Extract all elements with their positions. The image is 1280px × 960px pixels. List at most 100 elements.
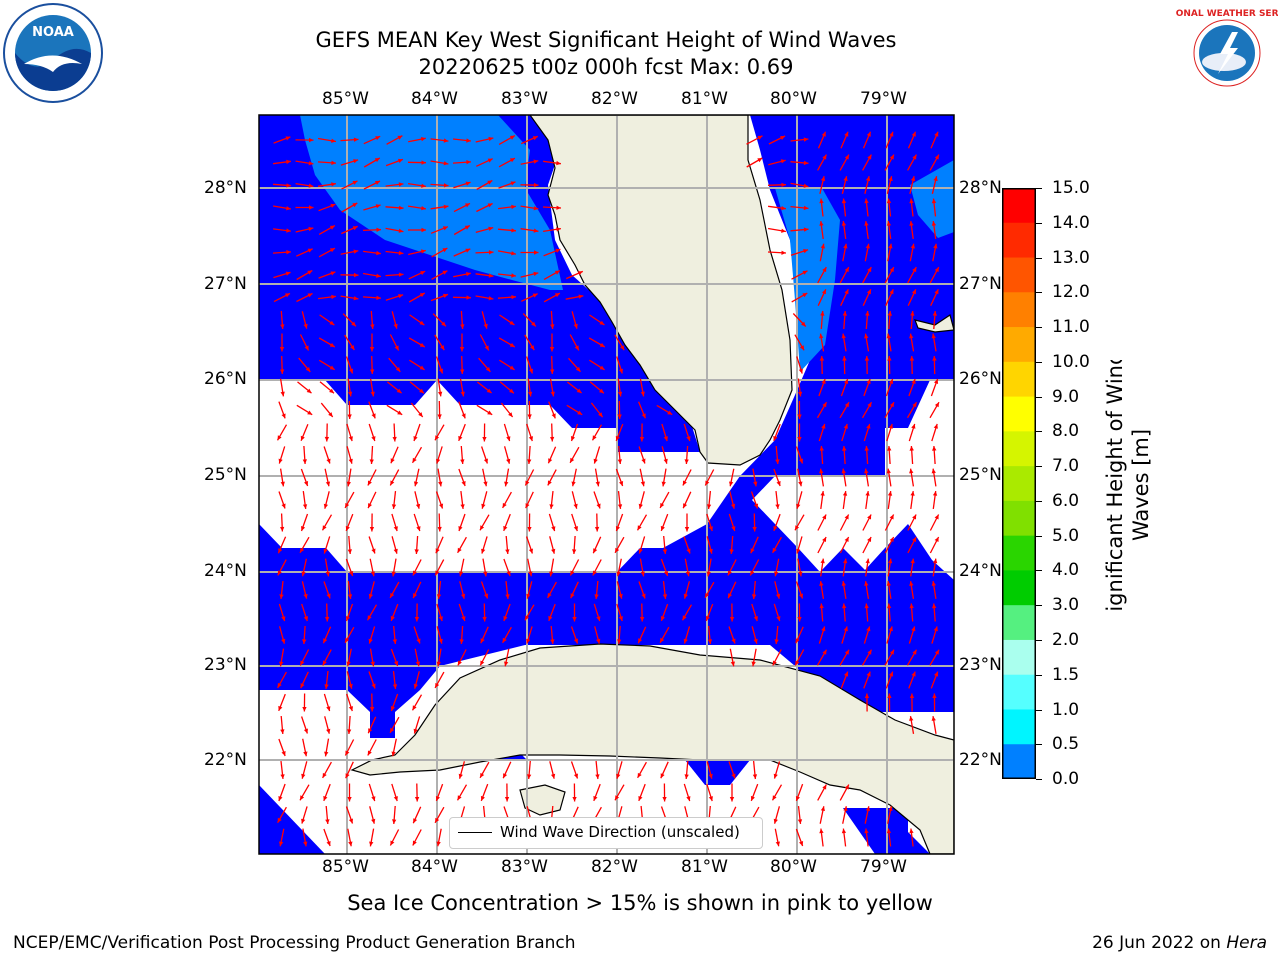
wave-direction-arrow: [929, 154, 940, 171]
wave-direction-arrow: [367, 469, 377, 486]
wave-direction-arrow: [617, 491, 623, 509]
wave-direction-arrow: [773, 423, 781, 442]
wave-direction-arrow: [706, 558, 712, 577]
wave-direction-arrow: [907, 514, 917, 531]
wave-direction-arrow: [459, 333, 465, 352]
wave-direction-arrow: [797, 423, 802, 442]
wave-direction-arrow: [300, 671, 309, 689]
wave-direction-arrow: [278, 401, 286, 419]
wave-direction-arrow: [368, 401, 376, 419]
wave-direction-arrow: [524, 469, 535, 486]
wave-direction-arrow: [370, 310, 375, 330]
wave-direction-arrow: [796, 491, 803, 509]
wave-direction-arrow: [931, 626, 938, 644]
svg-text:NOAA: NOAA: [32, 25, 74, 40]
wave-direction-arrow: [498, 273, 516, 278]
colorbar-tick-mark: [1036, 257, 1042, 259]
colorbar-tick-label: 10.0: [1052, 351, 1090, 372]
wave-direction-arrow: [475, 226, 494, 234]
wave-direction-arrow: [617, 445, 622, 465]
wave-direction-arrow: [751, 648, 757, 667]
wave-direction-arrow: [502, 491, 512, 509]
colorbar-segment: [1002, 709, 1036, 745]
no-data-florida-straits: [752, 428, 908, 572]
wave-direction-arrow: [885, 671, 894, 689]
wave-direction-arrow: [437, 378, 443, 397]
wave-direction-arrow: [817, 131, 827, 149]
wave-direction-arrow: [340, 249, 359, 255]
wave-direction-arrow: [453, 248, 471, 257]
wave-direction-arrow: [344, 334, 355, 351]
wave-direction-arrow: [931, 198, 937, 217]
wave-direction-arrow: [300, 513, 309, 532]
wave-direction-arrow: [526, 626, 533, 644]
wave-direction-arrow: [345, 513, 354, 532]
wave-direction-arrow: [408, 270, 426, 280]
wave-direction-arrow: [569, 446, 580, 464]
wave-direction-arrow: [389, 829, 400, 846]
colorbar-tick-mark: [1036, 500, 1042, 502]
wave-direction-arrow: [684, 760, 689, 780]
colorbar-tick-mark: [1036, 674, 1042, 676]
wave-direction-arrow: [414, 603, 420, 622]
wave-direction-arrow: [431, 247, 448, 258]
wave-direction-arrow: [369, 828, 375, 847]
wave-direction-arrow: [346, 648, 352, 667]
wave-direction-arrow: [909, 221, 914, 239]
colorbar-title-wrap: Significant Height of Wind Waves [m]: [1103, 352, 1155, 625]
wave-direction-arrow: [841, 580, 847, 600]
wave-direction-arrow: [907, 289, 917, 306]
colorbar-segment: [1002, 431, 1036, 467]
wave-direction-arrow: [547, 469, 557, 486]
wave-direction-arrow: [592, 559, 602, 576]
wave-direction-arrow: [277, 671, 287, 689]
wave-direction-arrow: [861, 401, 873, 419]
wave-direction-arrow: [570, 581, 579, 599]
wave-direction-arrow: [476, 158, 493, 167]
wave-direction-arrow: [750, 783, 759, 802]
wave-direction-arrow: [408, 292, 426, 303]
wave-direction-arrow: [886, 423, 893, 442]
wave-direction-arrow: [437, 468, 443, 487]
colorbar-tick-mark: [1036, 639, 1042, 641]
wave-direction-arrow: [412, 581, 422, 599]
wave-direction-arrow: [771, 784, 783, 801]
wave-direction-arrow: [522, 313, 537, 327]
wave-direction-arrow: [345, 558, 354, 577]
wave-direction-arrow: [499, 314, 515, 326]
wave-direction-arrow: [430, 138, 449, 143]
wave-direction-arrow: [362, 227, 382, 232]
wave-direction-arrow: [639, 423, 645, 442]
wave-direction-arrow: [504, 783, 510, 802]
wave-direction-arrow: [909, 176, 916, 194]
wave-direction-arrow: [543, 248, 561, 257]
wave-direction-arrow: [300, 468, 309, 487]
wave-direction-arrow: [639, 603, 645, 622]
wave-direction-arrow: [278, 491, 286, 509]
wave-direction-arrow: [476, 179, 493, 191]
wave-direction-arrow: [862, 536, 872, 554]
wave-direction-arrow: [499, 359, 515, 371]
colorbar-segment: [1002, 744, 1036, 780]
wave-direction-arrow: [820, 491, 825, 509]
wave-direction-arrow: [366, 604, 378, 621]
colorbar-title-line1: Significant Height of Wind: [1103, 360, 1127, 610]
wave-direction-arrow: [347, 400, 352, 420]
wave-direction-arrow: [458, 401, 466, 419]
wave-direction-arrow: [453, 138, 471, 143]
wave-direction-arrow: [907, 131, 917, 149]
wave-direction-arrow: [839, 266, 850, 284]
wave-direction-arrow: [864, 243, 870, 262]
wave-direction-arrow: [479, 761, 490, 779]
wave-direction-arrow: [410, 402, 424, 418]
colorbar-tick-mark: [1036, 779, 1042, 780]
wave-direction-arrow: [773, 761, 781, 779]
wave-direction-arrow: [322, 649, 332, 666]
wave-direction-arrow: [884, 536, 895, 554]
wave-direction-arrow: [389, 469, 400, 486]
wave-direction-arrow: [482, 468, 488, 487]
wave-direction-arrow: [412, 806, 422, 824]
wave-direction-arrow: [817, 289, 827, 306]
wave-direction-arrow: [460, 355, 465, 375]
wave-direction-arrow: [729, 535, 734, 555]
